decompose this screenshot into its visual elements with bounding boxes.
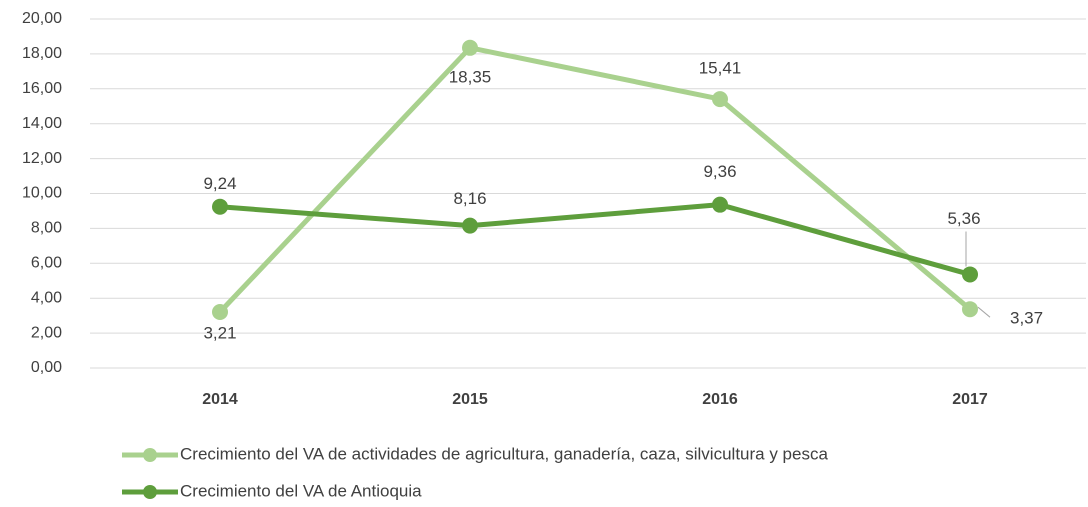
y-tick-label: 6,00 bbox=[31, 255, 62, 272]
point bbox=[212, 303, 228, 320]
x-tick-label: 2017 bbox=[952, 391, 988, 408]
y-tick-label: 8,00 bbox=[31, 220, 62, 237]
y-tick-label: 10,00 bbox=[22, 185, 62, 202]
series-line bbox=[219, 202, 971, 277]
y-tick-label: 0,00 bbox=[31, 359, 62, 376]
legend-label: Crecimiento del VA de Antioquia bbox=[180, 481, 422, 500]
x-tick-label: 2014 bbox=[202, 391, 238, 408]
data-label: 3,21 bbox=[203, 323, 236, 342]
point bbox=[712, 91, 728, 108]
data-label: 5,36 bbox=[947, 209, 980, 228]
point bbox=[462, 217, 478, 234]
leader-line bbox=[977, 306, 991, 318]
y-tick-label: 14,00 bbox=[22, 115, 62, 132]
data-label: 9,24 bbox=[203, 174, 236, 193]
y-tick-label: 18,00 bbox=[22, 45, 62, 62]
y-tick-label: 16,00 bbox=[22, 80, 62, 97]
data-label: 3,37 bbox=[1010, 309, 1043, 328]
data-label: 15,41 bbox=[699, 59, 742, 78]
point bbox=[962, 301, 978, 318]
point bbox=[462, 39, 478, 56]
series-line bbox=[218, 45, 972, 314]
point bbox=[962, 266, 978, 283]
data-label: 8,16 bbox=[453, 189, 486, 208]
legend-marker bbox=[143, 448, 157, 462]
y-tick-label: 4,00 bbox=[31, 289, 62, 306]
x-tick-label: 2016 bbox=[702, 391, 738, 408]
data-label: 9,36 bbox=[703, 162, 736, 181]
x-tick-label: 2015 bbox=[452, 391, 488, 408]
data-label: 18,35 bbox=[449, 67, 492, 86]
legend-label: Crecimiento del VA de actividades de agr… bbox=[180, 444, 828, 463]
y-tick-label: 12,00 bbox=[22, 150, 62, 167]
y-tick-label: 20,00 bbox=[22, 10, 62, 27]
legend-marker bbox=[143, 485, 157, 499]
y-tick-label: 2,00 bbox=[31, 324, 62, 341]
point bbox=[712, 196, 728, 213]
point bbox=[212, 198, 228, 215]
